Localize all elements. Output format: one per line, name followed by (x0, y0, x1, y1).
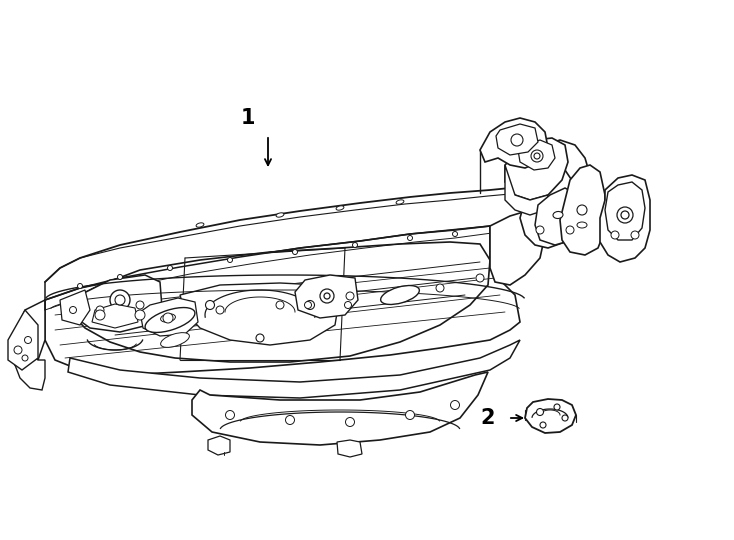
Polygon shape (12, 300, 45, 370)
Circle shape (511, 134, 523, 146)
Circle shape (117, 274, 123, 280)
Circle shape (352, 242, 357, 247)
Circle shape (324, 293, 330, 299)
Ellipse shape (336, 206, 344, 210)
Circle shape (621, 211, 629, 219)
Polygon shape (8, 310, 38, 370)
Circle shape (136, 301, 144, 309)
Circle shape (286, 415, 294, 424)
Polygon shape (496, 124, 538, 155)
Ellipse shape (145, 308, 195, 333)
Polygon shape (92, 304, 138, 328)
Circle shape (631, 231, 639, 239)
Polygon shape (295, 275, 358, 318)
Circle shape (537, 408, 543, 415)
Polygon shape (520, 140, 590, 248)
Circle shape (566, 226, 574, 234)
Polygon shape (72, 275, 162, 332)
Ellipse shape (161, 314, 175, 322)
Circle shape (206, 300, 214, 309)
Polygon shape (337, 440, 362, 457)
Circle shape (452, 232, 457, 237)
Circle shape (14, 346, 22, 354)
Text: 2: 2 (481, 408, 495, 428)
Polygon shape (140, 298, 198, 336)
Polygon shape (525, 399, 576, 433)
Circle shape (436, 284, 444, 292)
Polygon shape (505, 138, 568, 200)
Ellipse shape (161, 333, 189, 347)
Circle shape (115, 295, 125, 305)
Ellipse shape (553, 212, 563, 219)
Circle shape (320, 289, 334, 303)
Circle shape (531, 150, 543, 162)
Circle shape (407, 235, 413, 240)
Circle shape (346, 417, 355, 427)
Circle shape (344, 301, 352, 308)
Circle shape (554, 404, 560, 410)
Circle shape (346, 292, 354, 300)
Circle shape (70, 307, 76, 314)
Circle shape (617, 207, 633, 223)
Circle shape (256, 334, 264, 342)
Polygon shape (208, 436, 230, 455)
Circle shape (95, 310, 105, 320)
Polygon shape (600, 175, 650, 262)
Polygon shape (535, 188, 582, 245)
Polygon shape (490, 210, 545, 285)
Circle shape (305, 301, 311, 308)
Circle shape (24, 336, 32, 343)
Circle shape (276, 301, 284, 309)
Polygon shape (70, 242, 490, 362)
Circle shape (228, 258, 233, 262)
Circle shape (405, 410, 415, 420)
Circle shape (225, 410, 234, 420)
Circle shape (611, 231, 619, 239)
Circle shape (163, 313, 173, 323)
Polygon shape (480, 118, 548, 168)
Circle shape (534, 153, 540, 159)
Ellipse shape (396, 200, 404, 204)
Circle shape (22, 355, 28, 361)
Polygon shape (68, 340, 520, 398)
Circle shape (476, 274, 484, 282)
Ellipse shape (577, 222, 587, 228)
Circle shape (110, 290, 130, 310)
Circle shape (293, 249, 297, 254)
Text: 1: 1 (241, 108, 255, 128)
Polygon shape (60, 290, 90, 325)
Polygon shape (12, 340, 45, 390)
Polygon shape (605, 182, 645, 240)
Circle shape (536, 226, 544, 234)
Ellipse shape (276, 213, 284, 217)
Circle shape (96, 306, 104, 314)
Circle shape (78, 284, 82, 288)
Polygon shape (192, 372, 488, 445)
Polygon shape (560, 165, 605, 255)
Circle shape (540, 422, 546, 428)
Ellipse shape (381, 286, 419, 305)
Circle shape (451, 401, 459, 409)
Circle shape (562, 415, 568, 421)
Circle shape (167, 266, 172, 271)
Polygon shape (518, 140, 555, 170)
Polygon shape (45, 226, 520, 375)
Circle shape (577, 205, 587, 215)
Circle shape (135, 310, 145, 320)
Polygon shape (180, 283, 340, 345)
Polygon shape (505, 165, 548, 215)
Ellipse shape (196, 223, 204, 227)
Circle shape (305, 300, 314, 309)
Circle shape (216, 306, 224, 314)
